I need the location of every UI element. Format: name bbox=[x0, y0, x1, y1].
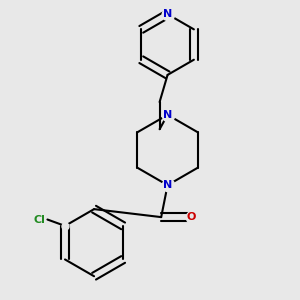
Text: N: N bbox=[163, 9, 172, 19]
Text: Cl: Cl bbox=[34, 214, 46, 224]
Text: N: N bbox=[163, 180, 172, 190]
Text: N: N bbox=[163, 110, 172, 120]
Text: O: O bbox=[187, 212, 196, 222]
